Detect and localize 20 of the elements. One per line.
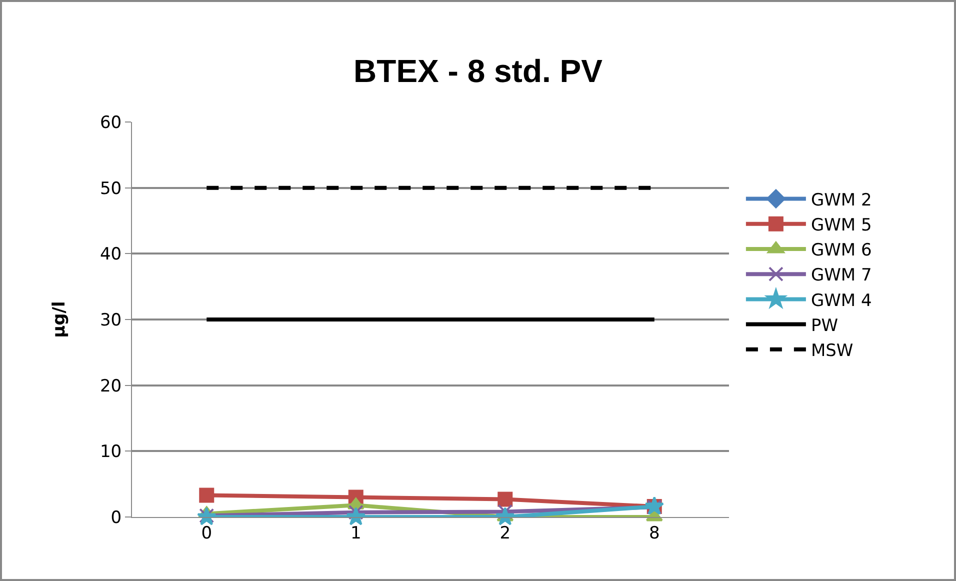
y-tick-label: 50 <box>100 178 122 199</box>
legend-label: GWM 6 <box>810 240 872 261</box>
legend-label: PW <box>810 316 838 336</box>
y-tick-label: 20 <box>100 376 122 396</box>
legend-label: GWM 2 <box>810 190 872 210</box>
y-tick-label: 0 <box>110 508 122 528</box>
legend-label: GWM 4 <box>810 290 872 311</box>
x-tick-label: 0 <box>201 523 212 544</box>
chart-title: BTEX - 8 std. PV <box>354 53 604 90</box>
y-tick-label: 60 <box>100 112 122 133</box>
y-tick-label: 40 <box>100 244 122 265</box>
x-tick-label: 2 <box>500 523 511 544</box>
legend-label: GWM 5 <box>810 216 872 236</box>
legend-label: MSW <box>810 341 854 362</box>
legend-label: GWM 7 <box>810 266 872 286</box>
y-tick-label: 10 <box>100 442 122 462</box>
y-axis-title: µg/l <box>50 301 70 338</box>
x-tick-label: 8 <box>648 523 660 544</box>
y-tick-label: 30 <box>100 310 122 330</box>
x-tick-label: 1 <box>350 523 362 544</box>
